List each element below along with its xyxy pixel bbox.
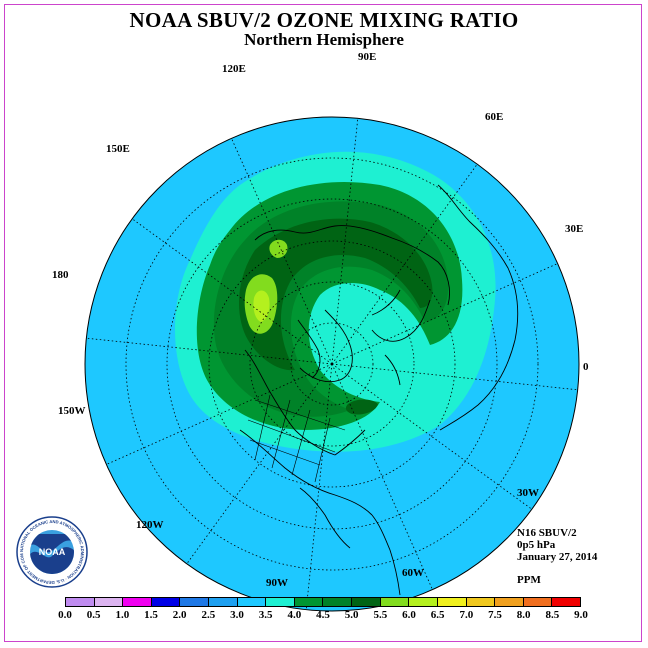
contour-band-6-0 (253, 290, 270, 322)
colorbar-tick-label: 0.5 (86, 609, 101, 621)
coastlines (239, 184, 519, 596)
colorbar-swatch (237, 598, 267, 606)
colorbar-tick-label: 8.5 (545, 609, 560, 621)
colorbar-tick-label: 3.0 (230, 609, 244, 621)
colorbar-swatch (294, 598, 324, 606)
colorbar-tick-label: 8.0 (516, 609, 531, 621)
info-level: 0p5 hPa (517, 539, 556, 551)
lon-label-30w: 30W (517, 487, 539, 499)
meridian-line (331, 363, 578, 391)
us-state-borders (247, 394, 346, 483)
meridian-line (331, 163, 478, 365)
colorbar-tick-label: 2.0 (172, 609, 187, 621)
lon-label-0: 0 (583, 361, 589, 373)
noaa-logo: NATIONAL OCEANIC AND ATMOSPHERIC ADMINIS… (16, 516, 88, 588)
colorbar-swatch (552, 598, 580, 606)
info-units: PPM (517, 574, 541, 586)
longitude-labels: 90E 60E 30E 0 30W 60W 90W 120W 150W 180 … (52, 51, 589, 589)
colorbar-tick-label: 0.0 (58, 609, 72, 621)
map-outline (84, 116, 580, 612)
meridian-line (131, 218, 333, 365)
colorbar-tick-label: 1.0 (115, 609, 130, 621)
colorbar-tick-label: 6.0 (402, 609, 416, 621)
colorbar (65, 597, 581, 607)
info-instrument: N16 SBUV/2 (517, 527, 577, 539)
colorbar-swatch (66, 598, 95, 606)
colorbar-tick-label: 5.0 (344, 609, 359, 621)
colorbar-tick-label: 3.5 (258, 609, 273, 621)
colorbar-swatch (209, 598, 238, 606)
colorbar-swatch (323, 598, 353, 606)
colorbar-swatch (266, 598, 295, 606)
contour-patch-atlantic (345, 399, 378, 415)
lon-label-90e: 90E (358, 51, 376, 63)
colorbar-swatch (495, 598, 524, 606)
colorbar-swatch (94, 598, 124, 606)
page-title: NOAA SBUV/2 OZONE MIXING RATIO (129, 8, 519, 32)
colorbar-swatch (380, 598, 410, 606)
meridian-line (331, 363, 533, 510)
colorbar-tick-label: 6.5 (430, 609, 445, 621)
colorbar-swatch (523, 598, 553, 606)
logo-text: NOAA (39, 547, 66, 557)
lon-label-120w: 120W (136, 519, 164, 531)
latitude-circles (125, 157, 539, 571)
meridian-line (86, 337, 333, 365)
meridian-line (231, 138, 333, 365)
info-date: January 27, 2014 (517, 551, 598, 563)
lon-label-180: 180 (52, 269, 69, 281)
lon-label-150w: 150W (58, 405, 86, 417)
meridian-line (106, 363, 333, 465)
colorbar-tick-label: 2.5 (201, 609, 216, 621)
meridian-line (331, 263, 558, 365)
longitude-lines (86, 118, 578, 610)
colorbar-swatch (466, 598, 496, 606)
colorbar-tick-label: 4.0 (287, 609, 302, 621)
colorbar-tick-label: 5.5 (373, 609, 388, 621)
meridian-line (186, 363, 333, 565)
colorbar-tick-label: 1.5 (144, 609, 158, 621)
lon-label-90w: 90W (266, 577, 288, 589)
colorbar-swatch (123, 598, 152, 606)
colorbar-tick-label: 4.5 (316, 609, 330, 621)
colorbar-swatch (180, 598, 210, 606)
lon-label-120e: 120E (222, 63, 246, 75)
colorbar-swatch (352, 598, 381, 606)
colorbar-swatch (437, 598, 467, 606)
contour-band-5-0 (238, 218, 433, 371)
lon-label-60w: 60W (402, 567, 424, 579)
plot-frame (4, 4, 642, 642)
page-subtitle: Northern Hemisphere (244, 30, 404, 49)
meridian-line (331, 118, 359, 365)
colorbar-swatch (151, 598, 181, 606)
meridian-line (331, 363, 433, 590)
colorbar-tick-label: 7.0 (459, 609, 474, 621)
colorbar-swatch (409, 598, 438, 606)
meridian-line (305, 363, 333, 610)
ozone-contours (175, 151, 496, 452)
lon-label-60e: 60E (485, 111, 503, 123)
lon-label-150e: 150E (106, 143, 130, 155)
lon-label-30e: 30E (565, 223, 583, 235)
colorbar-tick-label: 7.5 (488, 609, 502, 621)
colorbar-tick-label: 9.0 (574, 609, 588, 621)
